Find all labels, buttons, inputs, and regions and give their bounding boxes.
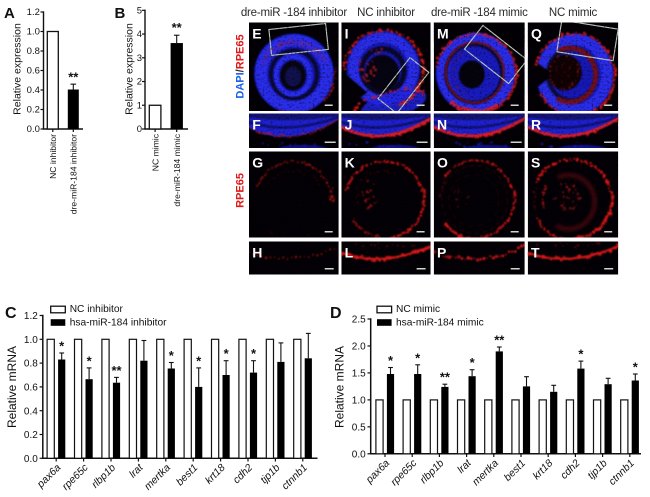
svg-text:**: ** — [68, 70, 79, 85]
svg-text:**: ** — [172, 20, 183, 35]
svg-text:5: 5 — [137, 6, 142, 17]
svg-text:K: K — [345, 155, 355, 171]
svg-text:*: * — [388, 353, 394, 368]
svg-text:I: I — [345, 26, 349, 42]
svg-text:NC mimic: NC mimic — [549, 7, 598, 19]
svg-text:0.4: 0.4 — [24, 406, 38, 417]
svg-text:L: L — [345, 245, 354, 261]
svg-text:DAPI/RPE65: DAPI/RPE65 — [235, 34, 247, 98]
svg-text:Relative mRNA: Relative mRNA — [5, 346, 19, 428]
svg-text:D: D — [330, 305, 342, 322]
svg-text:*: * — [470, 355, 476, 370]
svg-text:R: R — [531, 117, 541, 133]
svg-text:*: * — [633, 360, 639, 375]
svg-text:Relative mRNA: Relative mRNA — [333, 346, 347, 428]
svg-text:Relative expression: Relative expression — [12, 23, 24, 115]
svg-text:dre-miR-184 inhibitor: dre-miR-184 inhibitor — [69, 134, 79, 214]
svg-text:2: 2 — [137, 77, 142, 88]
svg-text:2.5: 2.5 — [352, 315, 366, 326]
svg-text:0.8: 0.8 — [27, 46, 40, 57]
svg-text:A: A — [4, 5, 15, 22]
svg-text:F: F — [252, 117, 261, 133]
svg-text:2.0: 2.0 — [352, 342, 366, 353]
svg-text:**: ** — [440, 370, 451, 385]
svg-text:0.2: 0.2 — [24, 430, 38, 441]
svg-text:*: * — [59, 339, 65, 354]
svg-text:G: G — [252, 155, 263, 171]
svg-text:0.6: 0.6 — [24, 383, 38, 394]
svg-text:dre-miR -184 mimic: dre-miR -184 mimic — [431, 7, 528, 19]
svg-text:hsa-miR-184 mimic: hsa-miR-184 mimic — [396, 317, 484, 328]
svg-text:0.4: 0.4 — [27, 85, 40, 96]
svg-text:hsa-miR-184 inhibitor: hsa-miR-184 inhibitor — [70, 317, 167, 328]
svg-text:N: N — [437, 117, 447, 133]
svg-text:NC inhibitor: NC inhibitor — [357, 7, 415, 19]
svg-text:dre-miR-184 mimic: dre-miR-184 mimic — [172, 133, 182, 206]
svg-text:0.6: 0.6 — [27, 66, 40, 77]
svg-text:B: B — [115, 5, 126, 22]
svg-text:NC inhibitor: NC inhibitor — [70, 304, 124, 315]
svg-text:3: 3 — [137, 53, 142, 64]
svg-text:*: * — [169, 348, 175, 363]
svg-text:O: O — [437, 155, 448, 171]
svg-text:*: * — [224, 346, 230, 361]
svg-text:NC inhibitor: NC inhibitor — [48, 134, 58, 179]
svg-text:*: * — [578, 347, 584, 362]
svg-text:1.0: 1.0 — [352, 395, 366, 406]
svg-text:NC mimic: NC mimic — [396, 304, 440, 315]
svg-text:*: * — [87, 353, 93, 368]
svg-text:P: P — [437, 245, 446, 261]
svg-text:1.0: 1.0 — [24, 335, 38, 346]
svg-text:0.0: 0.0 — [27, 124, 40, 135]
svg-text:*: * — [251, 346, 257, 361]
svg-text:E: E — [252, 26, 261, 42]
svg-text:0: 0 — [137, 124, 142, 135]
svg-text:Relative expression: Relative expression — [124, 23, 136, 115]
svg-text:1.2: 1.2 — [27, 7, 40, 18]
svg-text:0.8: 0.8 — [24, 359, 38, 370]
svg-text:J: J — [345, 117, 353, 133]
svg-text:C: C — [5, 305, 17, 322]
svg-text:0.0: 0.0 — [24, 454, 38, 465]
svg-text:0.2: 0.2 — [27, 105, 40, 116]
svg-text:4: 4 — [137, 29, 142, 40]
svg-text:0.5: 0.5 — [352, 422, 366, 433]
svg-text:H: H — [252, 245, 262, 261]
svg-text:*: * — [415, 350, 421, 365]
svg-text:**: ** — [494, 333, 505, 348]
svg-text:dre-miR -184 inhibitor: dre-miR -184 inhibitor — [241, 7, 348, 19]
svg-text:S: S — [531, 155, 540, 171]
svg-text:1.5: 1.5 — [352, 369, 366, 380]
svg-text:Q: Q — [531, 26, 542, 42]
svg-text:M: M — [437, 26, 449, 42]
svg-text:*: * — [196, 353, 202, 368]
svg-text:1: 1 — [137, 100, 142, 111]
svg-text:RPE65: RPE65 — [235, 173, 247, 208]
svg-text:1.2: 1.2 — [24, 311, 38, 322]
svg-text:1.0: 1.0 — [27, 27, 40, 38]
svg-text:**: ** — [111, 363, 122, 378]
svg-text:0.0: 0.0 — [352, 449, 366, 460]
svg-text:T: T — [531, 245, 540, 261]
svg-text:NC mimic: NC mimic — [150, 133, 160, 171]
